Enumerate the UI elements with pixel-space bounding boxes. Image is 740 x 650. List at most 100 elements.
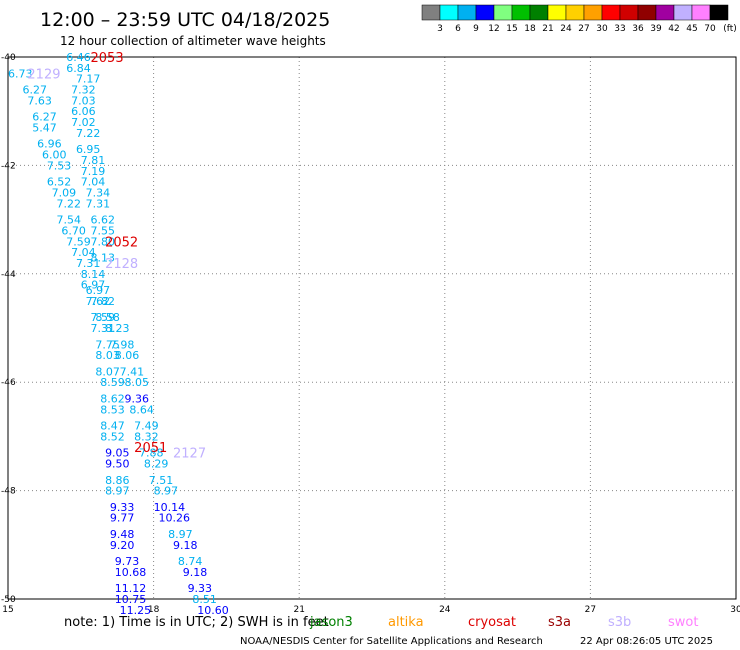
legend-label: 21 [542,24,553,34]
data-point-label: 7.55 [91,224,116,237]
legend-unit: (ft) [723,24,737,34]
data-point-label: 7.98 [110,338,135,351]
y-tick-label: -44 [1,270,16,280]
pass-number-label: 2053 [91,51,124,66]
data-point-label: 9.33 [110,501,135,514]
legend-label: 15 [506,24,517,34]
pass-labels: 2053 2129 2052 2128 2051 2127 [27,51,206,462]
data-point-label: 6.27 [32,111,57,124]
legend-swatch [565,4,585,21]
satellite-name-cryosat: cryosat [468,615,516,630]
data-point-label: 6.97 [86,284,111,297]
data-point-label: 6.52 [47,176,72,189]
satellite-name-s3b: s3b [608,615,631,630]
legend-swatch [619,4,639,21]
data-point-label: 8.06 [115,349,140,362]
data-point-label: 10.26 [158,512,190,525]
data-point-label: 8.74 [178,555,203,568]
data-point-label: 8.97 [105,485,130,498]
x-tick-label: 21 [293,605,304,615]
legend-swatch [511,4,531,21]
legend-swatch [457,4,477,21]
data-point-label: 7.19 [81,165,106,178]
footer-credit: NOAA/NESDIS Center for Satellite Applica… [240,636,543,647]
data-point-label: 8.32 [134,430,159,443]
data-point-label: 5.47 [32,121,57,134]
data-point-label: 6.97 [81,279,106,292]
data-point-label: 7.04 [81,176,106,189]
data-point-label: 7.75 [95,338,120,351]
legend-swatch [547,4,567,21]
data-point-label: 8.14 [81,268,106,281]
y-tick-label: -42 [1,161,16,171]
data-point-label: 6.96 [37,138,62,151]
data-point-label: 8.62 [100,392,125,405]
data-point-label: 9.77 [110,512,135,525]
pass-number-label: 2052 [105,235,138,250]
x-tick-label: 18 [148,605,160,615]
satellite-legend: jason3 altika cryosat s3a s3b swot [309,615,698,630]
data-point-label: 9.36 [124,392,149,405]
data-point-label: 8.07 [95,365,120,378]
data-point-label: 7.31 [76,257,101,270]
data-point-label: 8.05 [124,376,149,389]
plot-frame [7,56,737,600]
data-point-label: 11.25 [120,604,152,617]
data-point-label: 6.84 [66,62,91,75]
x-tick-label: 15 [2,605,13,615]
data-point-label: 7.22 [57,197,82,210]
legend-swatch [673,4,693,21]
data-point-label: 9.18 [183,566,208,579]
data-point-label: 8.51 [192,593,217,606]
satellite-name-s3a: s3a [548,615,571,630]
y-tick-label: -48 [1,487,16,497]
data-point-label: 9.48 [110,528,135,541]
data-point-label: 9.33 [188,582,213,595]
data-point-label: 8.03 [95,349,120,362]
data-points: 6.466.847.177.327.036.067.027.226.957.81… [8,51,229,617]
data-point-label: 8.23 [105,322,130,335]
y-tick-label: -50 [1,595,16,605]
satellite-name-swot: swot [668,615,698,630]
legend-label: 18 [524,24,536,34]
data-point-label: 8.52 [100,430,125,443]
legend-swatch [637,4,657,21]
data-point-label: 8.59 [100,376,125,389]
data-point-label: 7.81 [81,154,106,167]
legend-label: 27 [578,24,589,34]
color-scale-legend: 3 6 9 12 15 18 21 24 27 30 33 36 39 42 45 70 (ft) [421,4,737,34]
data-point-label: 9.18 [173,539,198,552]
legend-label: 33 [614,24,625,34]
legend-swatch [709,4,729,21]
legend-swatch [475,4,495,21]
data-point-label: 7.32 [71,84,96,97]
data-point-label: 8.97 [154,485,179,498]
data-point-label: 9.05 [105,447,130,460]
data-point-label: 8.97 [168,528,193,541]
satellite-name-altika: altika [388,615,424,630]
data-point-label: 7.51 [149,474,174,487]
legend-label: 36 [632,24,644,34]
data-point-label: 7.31 [86,197,111,210]
data-point-label: 7.59 [66,235,91,248]
legend-label: 3 [437,24,443,34]
legend-label: 42 [668,24,679,34]
legend-label: 30 [596,24,608,34]
legend-label: 9 [473,24,479,34]
data-point-label: 7.59 [91,311,116,324]
legend-label: 12 [488,24,499,34]
x-tick-label: 24 [439,605,451,615]
data-point-label: 7.04 [71,246,96,259]
data-point-label: 6.73 [8,67,33,80]
data-point-label: 10.75 [115,593,147,606]
chart-subtitle: 12 hour collection of altimeter wave hei… [60,34,326,48]
data-point-label: 7.62 [86,295,111,308]
x-tick-label: 30 [730,605,740,615]
data-point-label: 6.27 [23,84,47,97]
data-point-label: 7.53 [47,159,72,172]
data-point-label: 8.47 [100,420,125,433]
legend-swatch [421,4,441,21]
legend-label: 6 [455,24,461,34]
data-point-label: 10.68 [115,566,147,579]
